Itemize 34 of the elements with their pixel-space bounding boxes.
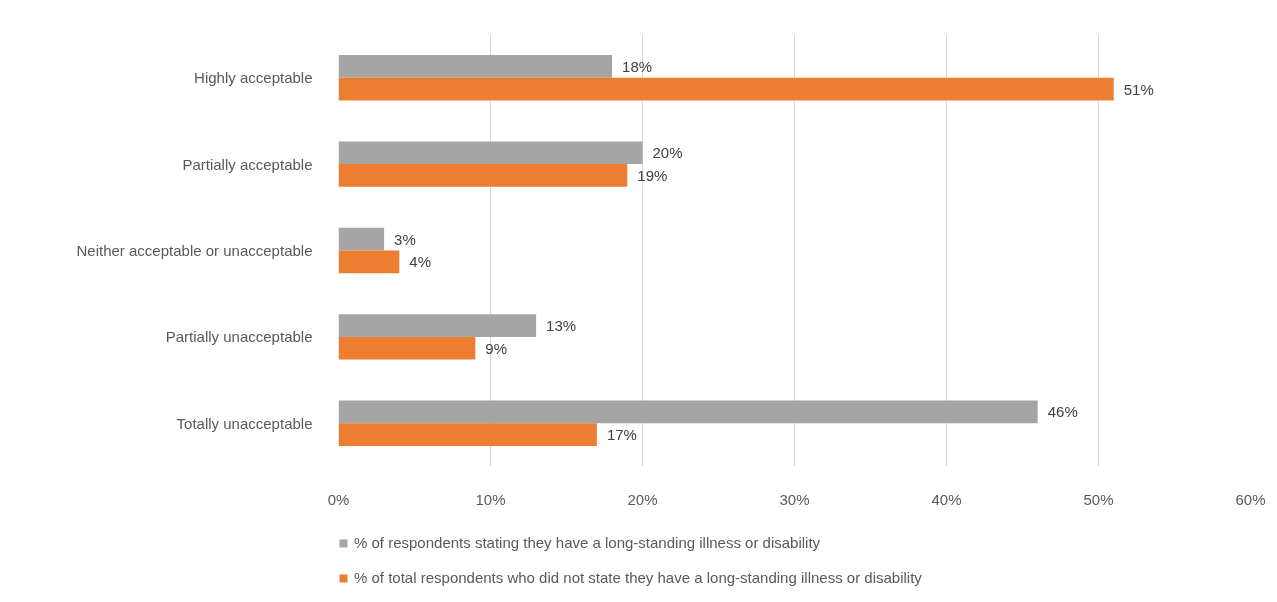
bar — [338, 141, 643, 165]
data-label: 17% — [606, 426, 637, 444]
bar — [338, 77, 1114, 101]
y-tick-label: Neither acceptable or unacceptable — [76, 242, 313, 259]
data-label: 46% — [1047, 403, 1078, 421]
x-tick-label: 50% — [1083, 490, 1114, 508]
x-tick-label: 30% — [779, 490, 810, 508]
y-tick-label: Totally unacceptable — [176, 414, 313, 432]
bar — [338, 423, 597, 446]
data-label: 9% — [485, 339, 507, 357]
x-tick-label: 40% — [931, 490, 962, 508]
bar — [338, 55, 613, 78]
data-label: 19% — [637, 166, 668, 184]
data-label: 4% — [409, 253, 431, 271]
x-tick-label: 60% — [1235, 490, 1266, 508]
y-tick-label: Partially unacceptable — [165, 328, 313, 346]
x-tick-label: 20% — [627, 490, 658, 508]
x-tick-label: 10% — [475, 490, 506, 508]
data-label: 18% — [622, 57, 653, 75]
y-tick-label: Partially acceptable — [182, 155, 313, 173]
x-tick-label: 0% — [327, 490, 350, 508]
bar — [338, 250, 400, 274]
bar — [338, 336, 476, 360]
data-label: 20% — [652, 144, 683, 162]
data-label: 13% — [546, 317, 577, 335]
data-label: 51% — [1123, 80, 1154, 98]
bar — [338, 314, 537, 337]
data-label: 3% — [394, 230, 416, 248]
y-tick-label: Highly acceptable — [194, 69, 313, 87]
legend-label: % of total respondents who did not state they have a long-standing illness or disability — [354, 569, 922, 586]
legend-label: % of respondents stating they have a long-standing illness or disability — [354, 534, 821, 551]
bar — [338, 164, 628, 187]
bar — [338, 400, 1038, 424]
bar — [338, 227, 385, 251]
